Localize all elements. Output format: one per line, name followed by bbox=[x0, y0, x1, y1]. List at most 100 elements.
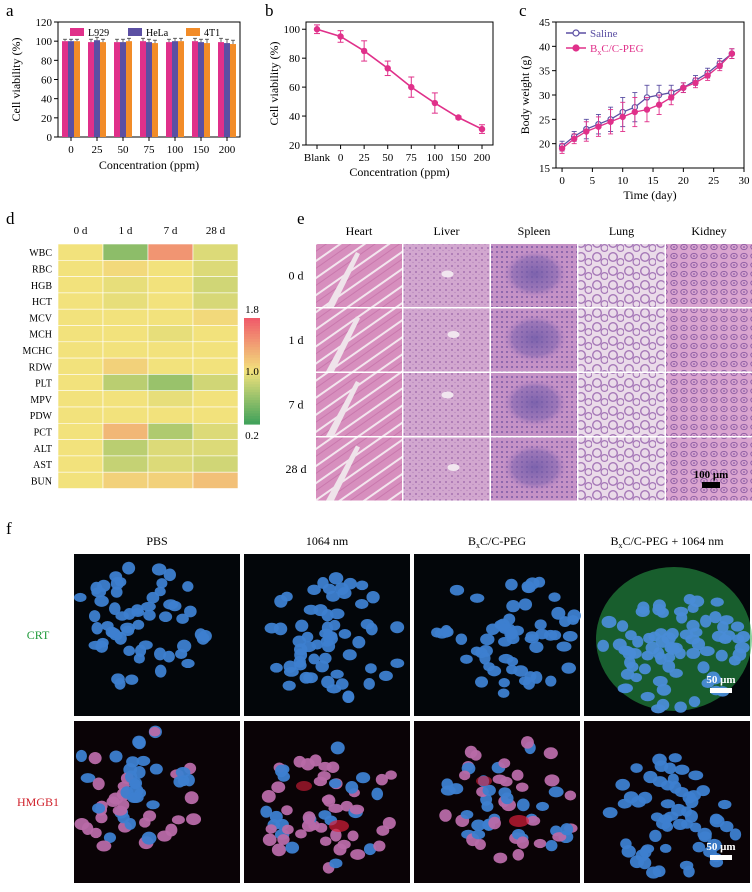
chart-d-cell bbox=[57, 390, 104, 408]
panel-f-cell bbox=[94, 595, 109, 607]
chart-d-row-label: HCT bbox=[32, 297, 52, 308]
panel-f-cell bbox=[299, 671, 314, 684]
panel-f-cell bbox=[498, 677, 510, 688]
chart-a-bar bbox=[94, 40, 100, 138]
panel-f-cell bbox=[692, 841, 706, 853]
chart-d-row-label: MCV bbox=[29, 313, 53, 324]
panel-f-cell bbox=[660, 799, 675, 809]
chart-c-xtick-label: 30 bbox=[739, 175, 751, 187]
chart-d-cell bbox=[192, 374, 239, 391]
panel-f-cell bbox=[551, 606, 566, 620]
panel-f-cell bbox=[342, 649, 357, 661]
chart-d-cell bbox=[102, 325, 149, 343]
chart-d-cell bbox=[102, 455, 149, 473]
panel-f-cell bbox=[529, 641, 544, 653]
panel-f-cell bbox=[114, 678, 126, 690]
panel-f-cell bbox=[487, 665, 502, 677]
chart-d-colorbar-step bbox=[244, 333, 260, 338]
panel-e-spleen-pulp bbox=[503, 314, 567, 363]
panel-e-spleen-pulp bbox=[503, 443, 567, 492]
chart-b-xtick-label: 200 bbox=[474, 152, 491, 164]
chart-b-ytick-label: 20 bbox=[289, 140, 301, 152]
panel-f-cell bbox=[349, 804, 365, 815]
chart-d-colorbar-step bbox=[244, 328, 260, 332]
panel-f-cell bbox=[560, 823, 574, 836]
panel-f-scale-bar bbox=[710, 688, 732, 693]
panel-f-cell bbox=[328, 803, 344, 814]
panel-f-cell bbox=[131, 604, 144, 615]
panel-f-cell bbox=[498, 758, 511, 769]
chart-c-xtick-label: 0 bbox=[559, 175, 565, 187]
chart-c-legend-marker bbox=[572, 44, 580, 52]
panel-e-column-label: Spleen bbox=[518, 224, 551, 238]
panel-f-cell bbox=[177, 639, 192, 653]
panel-f-cell bbox=[464, 745, 478, 759]
chart-d-row-label: ALT bbox=[33, 444, 52, 455]
chart-c-point bbox=[643, 106, 651, 113]
chart-b-xtick-label: 150 bbox=[450, 152, 467, 164]
panel-f-cell bbox=[530, 671, 543, 684]
chart-c-xtick-label: 10 bbox=[617, 175, 629, 187]
panel-f-cell bbox=[390, 658, 405, 669]
chart-d-colorbar-step bbox=[244, 341, 260, 346]
chart-c-point bbox=[570, 135, 578, 142]
chart-a-bar bbox=[114, 42, 120, 137]
panel-f-cell bbox=[295, 829, 307, 839]
chart-a-bar bbox=[204, 43, 210, 138]
panel-f-cell bbox=[363, 677, 375, 690]
chart-d-row-label: MCH bbox=[29, 330, 52, 341]
panel-letter-b: b bbox=[265, 1, 274, 20]
panel-f-cell bbox=[365, 663, 377, 674]
panel-f-cell bbox=[521, 580, 535, 592]
panel-f-column-label: 1064 nm bbox=[306, 534, 349, 548]
panel-f-cell bbox=[149, 726, 161, 737]
panel-f-cell bbox=[674, 701, 687, 713]
panel-f-cell bbox=[648, 631, 661, 642]
chart-d-colorbar-step bbox=[244, 355, 260, 359]
panel-f-cell bbox=[171, 815, 185, 825]
panel-f-cell bbox=[154, 647, 167, 661]
panel-f-cell bbox=[659, 843, 672, 853]
panel-f-cell bbox=[326, 590, 340, 602]
chart-d-colorbar-step bbox=[244, 392, 260, 396]
panel-letter-f: f bbox=[6, 519, 12, 538]
panel-f-cell bbox=[602, 807, 618, 819]
panel-f-cell bbox=[656, 698, 670, 711]
chart-a-xtick-label: 100 bbox=[167, 144, 184, 156]
chart-c-point bbox=[692, 79, 699, 87]
panel-e-histology: Heart Liver Spleen Lung Kidney 0 d 1 d 7 d 28 d 1… bbox=[286, 224, 752, 501]
chart-d-cell bbox=[147, 455, 194, 473]
chart-d-cell bbox=[147, 292, 194, 310]
panel-f-cell bbox=[697, 827, 712, 841]
panel-f-cell bbox=[689, 822, 702, 833]
chart-c-point bbox=[558, 145, 566, 152]
chart-d-cell bbox=[102, 341, 149, 359]
chart-d-column-label: 0 d bbox=[74, 225, 88, 237]
panel-f-cell bbox=[337, 839, 351, 850]
panel-e-liver-vessel bbox=[447, 464, 460, 471]
chart-d-cell bbox=[57, 439, 104, 457]
chart-d-colorbar-step bbox=[244, 394, 260, 399]
chart-a-xtick-label: 25 bbox=[92, 144, 104, 156]
chart-d-colorbar-step bbox=[244, 349, 260, 354]
chart-b-ytick-label: 100 bbox=[284, 24, 301, 36]
chart-d-column-label: 1 d bbox=[119, 225, 133, 237]
panel-f-cell bbox=[630, 763, 643, 773]
chart-a-cell-viability-bars: 0 20 40 60 80 100 120 0 25 50 75 100 150 200 L929 HeLa 4… bbox=[9, 17, 241, 172]
chart-c-point bbox=[595, 123, 602, 130]
chart-d-cell bbox=[57, 292, 104, 310]
panel-f-cell bbox=[337, 587, 352, 600]
panel-f-scale-bar bbox=[710, 855, 732, 860]
panel-f-cell bbox=[672, 818, 688, 830]
chart-a-xlabel: Concentration (ppm) bbox=[99, 158, 199, 172]
panel-f-cell bbox=[363, 843, 377, 856]
chart-b-point bbox=[384, 65, 391, 72]
panel-f-cell bbox=[525, 631, 539, 642]
chart-b-point bbox=[337, 33, 344, 40]
panel-f-cell bbox=[620, 838, 632, 850]
panel-f-cell bbox=[567, 615, 579, 625]
chart-a-legend-swatch bbox=[70, 28, 84, 36]
panel-f-cell bbox=[265, 824, 277, 834]
chart-d-colorbar-step bbox=[244, 368, 260, 372]
panel-e-tile bbox=[316, 373, 402, 436]
